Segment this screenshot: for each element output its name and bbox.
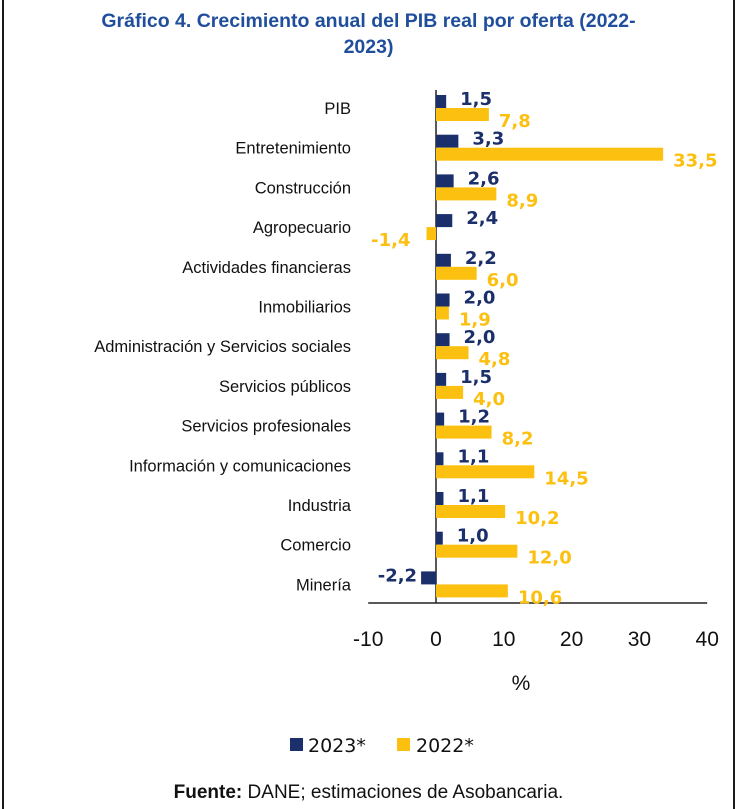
bar-2022 [426, 227, 436, 241]
data-label-2022: 1,9 [459, 310, 491, 331]
bar-2022 [436, 385, 464, 399]
data-label-2022: 12,0 [527, 548, 571, 569]
data-label-2023: 2,0 [464, 288, 496, 309]
chart-title: Gráfico 4. Crecimiento anual del PIB rea… [0, 8, 737, 60]
category-label: Servicios públicos [219, 378, 351, 396]
bar-2023 [436, 452, 444, 466]
data-label-2022: 8,2 [502, 429, 534, 450]
bar-2022 [436, 425, 492, 439]
data-label-2023: 1,5 [460, 367, 492, 388]
category-label: Administración y Servicios sociales [94, 338, 351, 356]
category-label: PIB [324, 100, 351, 118]
bar-2023 [436, 174, 454, 188]
bar-2022 [436, 147, 664, 161]
x-axis-label: % [512, 672, 531, 695]
bar-2023 [436, 293, 450, 307]
bar-2022 [436, 187, 497, 201]
chart-title-line-1: Gráfico 4. Crecimiento anual del PIB rea… [101, 10, 636, 32]
data-label-2022: 4,8 [479, 349, 511, 370]
bar-2022 [436, 266, 477, 280]
source-text: DANE; estimaciones de Asobancaria. [242, 782, 564, 803]
category-label: Comercio [280, 537, 351, 555]
category-label: Agropecuario [253, 219, 351, 237]
bar-2023 [436, 333, 450, 347]
bar-2023 [436, 134, 459, 148]
x-tick-label: 10 [492, 628, 515, 651]
category-label: Industria [288, 497, 352, 515]
bar-2023 [436, 95, 447, 108]
bar-2023 [436, 253, 451, 267]
data-label-2023: 1,0 [457, 526, 489, 547]
category-label: Información y comunicaciones [129, 457, 351, 475]
x-tick-label: 30 [628, 628, 651, 651]
category-label: Actividades financieras [182, 259, 351, 277]
data-label-2022: 4,0 [473, 389, 505, 410]
bar-2022 [436, 465, 535, 479]
x-tick-label: 40 [696, 628, 719, 651]
category-label: Construcción [255, 179, 351, 197]
data-label-2023: 1,1 [457, 446, 489, 467]
data-label-2023: 3,3 [472, 129, 504, 150]
category-label: Entretenimiento [235, 140, 351, 158]
category-label: Minería [296, 576, 352, 594]
bar-2023 [436, 492, 444, 505]
data-label-2022: -1,4 [371, 230, 410, 251]
legend-swatch-2022 [397, 738, 410, 751]
data-label-2023: 2,0 [464, 327, 496, 348]
data-label-2023: 2,2 [465, 248, 497, 269]
x-tick-label: 0 [430, 628, 442, 651]
bar-2023 [436, 214, 453, 228]
bar-2022 [436, 306, 449, 320]
data-label-2022: 14,5 [544, 468, 588, 489]
source-label: Fuente: [173, 782, 243, 803]
bar-2023 [436, 412, 445, 426]
category-label: Inmobiliarios [258, 299, 351, 317]
legend-label-2023: 2023* [308, 735, 366, 757]
data-label-2023: 1,5 [460, 89, 492, 110]
data-label-2023: 1,2 [458, 407, 490, 428]
legend-label-2022: 2022* [416, 735, 474, 757]
data-label-2022: 10,6 [518, 587, 562, 608]
x-tick-label: -10 [353, 628, 383, 651]
bar-2022 [436, 505, 506, 518]
chart-title-line-2: 2023) [343, 36, 394, 58]
data-label-2022: 10,2 [515, 508, 559, 529]
legend-swatch-2023 [290, 738, 303, 751]
data-label-2022: 33,5 [673, 151, 717, 172]
category-label: Servicios profesionales [181, 418, 351, 436]
bar-2023 [421, 571, 436, 585]
bar-2022 [436, 544, 518, 558]
data-label-2023: -2,2 [378, 565, 417, 586]
data-label-2023: 2,6 [468, 168, 500, 189]
bar-chart: -10 0 10 20 30 40% PIB 1,5 7,8 Entretenimiento 3,3… [94, 89, 719, 757]
bar-2023 [436, 372, 447, 386]
data-label-2022: 8,9 [506, 190, 538, 211]
data-label-2023: 2,4 [466, 208, 498, 229]
bar-2023 [436, 531, 443, 545]
bar-2022 [436, 346, 469, 360]
data-label-2022: 6,0 [487, 270, 519, 291]
bar-2022 [436, 108, 489, 121]
x-tick-label: 20 [560, 628, 583, 651]
data-label-2023: 1,1 [457, 486, 489, 507]
source-note: Fuente: DANE; estimaciones de Asobancari… [0, 782, 737, 804]
bar-2022 [436, 584, 508, 598]
data-label-2022: 7,8 [499, 111, 531, 132]
